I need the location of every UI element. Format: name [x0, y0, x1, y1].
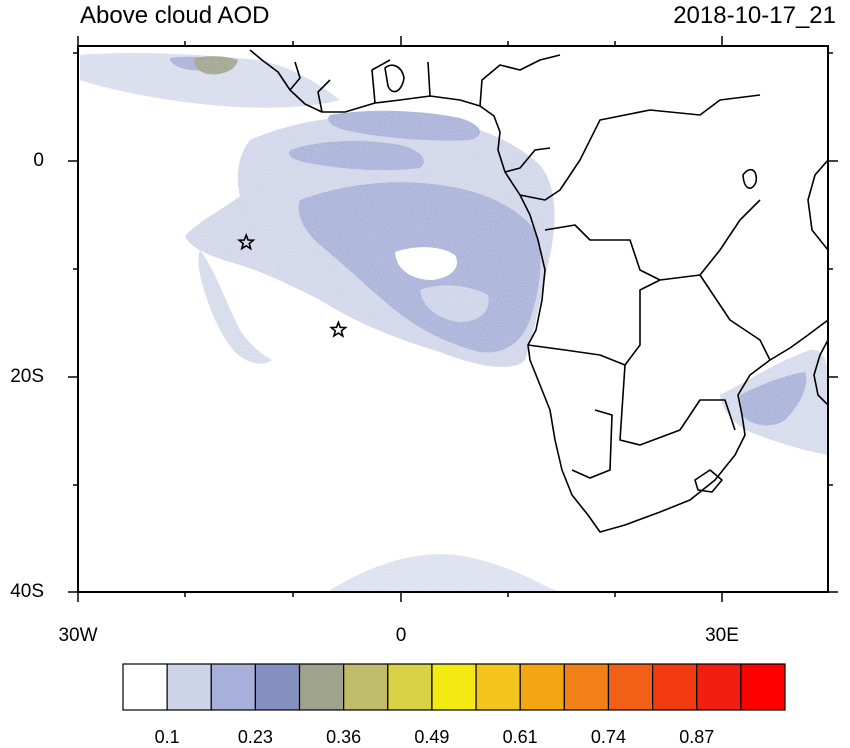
star-marker-2 [329, 320, 348, 338]
colorbar-swatch-11 [607, 663, 654, 711]
coastline-borders [249, 49, 828, 533]
country-borders [289, 54, 771, 479]
colorbar-swatch-4 [298, 663, 345, 711]
map-frame [77, 45, 829, 593]
colorbar-swatch-0 [122, 663, 168, 711]
x-tick-label-30e: 30E [705, 625, 739, 646]
colorbar [122, 663, 786, 711]
colorbar-swatch-9 [519, 663, 565, 711]
aod-field [78, 46, 828, 592]
colorbar-label: 0.61 [502, 727, 538, 747]
colorbar-swatch-13 [696, 663, 742, 711]
map-title: Above cloud AOD [80, 2, 270, 29]
star-marker-1 [236, 232, 256, 251]
africa-coastline [249, 49, 828, 533]
lake-outline [384, 64, 405, 93]
axis-ticks [68, 36, 838, 602]
colorbar-label: 0.49 [414, 727, 450, 747]
y-tick-label-0: 0 [33, 150, 44, 171]
colorbar-swatch-14 [740, 663, 786, 711]
y-tick-label-40s: 40S [10, 581, 44, 602]
colorbar-label: 0.74 [590, 727, 626, 747]
colorbar-label: 0.36 [326, 727, 362, 747]
colorbar-label: 0.1 [154, 727, 180, 747]
timestamp-label: 2018-10-17_21 [673, 2, 836, 29]
colorbar-swatch-8 [475, 663, 521, 711]
lesotho-border [694, 469, 723, 493]
africa-east-coast [807, 159, 828, 251]
colorbar-swatch-5 [343, 663, 389, 711]
colorbar-swatch-12 [651, 663, 698, 711]
colorbar-swatch-1 [166, 663, 212, 711]
colorbar-label: 0.87 [679, 727, 715, 747]
x-tick-label-0: 0 [395, 625, 407, 646]
madagascar-coast [813, 339, 828, 406]
y-tick-label-20s: 20S [10, 366, 44, 387]
colorbar-swatch-7 [431, 663, 477, 711]
x-tick-label-30w: 30W [58, 625, 98, 646]
colorbar-swatch-2 [210, 663, 256, 711]
colorbar-label: 0.23 [237, 727, 273, 747]
lake-outline [742, 168, 758, 189]
colorbar-swatch-3 [254, 663, 301, 711]
colorbar-swatch-10 [563, 663, 610, 711]
colorbar-swatch-6 [387, 663, 433, 711]
